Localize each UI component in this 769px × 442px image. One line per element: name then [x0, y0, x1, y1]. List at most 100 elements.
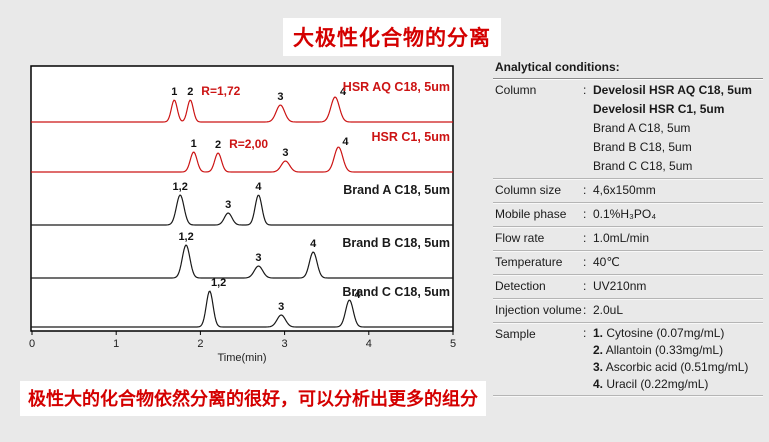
x-tick-label: 4 — [366, 338, 372, 350]
condition-value-line: :40℃ — [583, 253, 763, 272]
peak-label: 1,2 — [178, 231, 193, 243]
condition-value-text: 2.0uL — [593, 303, 624, 317]
sample-text: Ascorbic acid (0.51mg/mL) — [603, 360, 749, 374]
analytical-conditions-panel: Analytical conditions: Column: Develosil … — [493, 58, 763, 396]
condition-values: : UV210nm — [583, 277, 763, 296]
x-tick-label: 1 — [113, 338, 119, 350]
peak-label: 3 — [278, 301, 284, 313]
x-axis-title: Time(min) — [217, 352, 266, 364]
condition-row: Sample :1. Cytosine (0.07mg/mL) 2. Allanto… — [493, 323, 763, 396]
series-name-label: Brand A C18, 5um — [343, 183, 450, 197]
peak-label: 3 — [282, 147, 288, 159]
condition-value-line: :0.1%H₃PO₄ — [583, 205, 763, 224]
condition-value-line: Develosil HSR C1, 5um — [583, 100, 763, 119]
conditions-table: Column: Develosil HSR AQ C18, 5um Develosi… — [493, 79, 763, 396]
condition-value-text: Brand C C18, 5um — [593, 159, 693, 173]
condition-value-line: :1. Cytosine (0.07mg/mL) — [583, 325, 763, 342]
condition-label: Column — [495, 83, 537, 97]
peak-label: 4 — [354, 289, 361, 301]
condition-value-line: 3. Ascorbic acid (0.51mg/mL) — [583, 359, 763, 376]
peak-label: 1 — [191, 138, 197, 150]
condition-value-text: Develosil HSR AQ C18, 5um — [593, 83, 752, 97]
x-tick-label: 5 — [450, 338, 456, 350]
condition-value-text: Brand A C18, 5um — [593, 121, 691, 135]
colon-separator: : — [583, 207, 587, 221]
resolution-label: R=2,00 — [229, 137, 268, 151]
trace-5 — [31, 290, 453, 328]
plot-area — [30, 65, 454, 332]
colon-separator: : — [583, 303, 587, 317]
condition-value-line: : UV210nm — [583, 277, 763, 296]
colon-separator: : — [583, 83, 587, 97]
condition-values: :4,6x150mm — [583, 181, 763, 200]
sample-text: Allantoin (0.33mg/mL) — [603, 343, 724, 357]
series-name-label: HSR C1, 5um — [372, 130, 451, 144]
condition-value-text: 40℃ — [593, 255, 620, 269]
peak-label: 1,2 — [211, 277, 226, 289]
condition-value-text: Brand B C18, 5um — [593, 140, 692, 154]
condition-label: Detection — [495, 279, 546, 293]
condition-value-text: 0.1%H₃PO₄ — [593, 207, 657, 221]
colon-separator: : — [583, 183, 587, 197]
title-banner: 大极性化合物的分离 — [283, 18, 501, 56]
condition-value-line: Brand B C18, 5um — [583, 138, 763, 157]
condition-row: Detection: UV210nm — [493, 275, 763, 299]
peak-label: 3 — [255, 252, 261, 264]
sample-number: 4. — [593, 377, 604, 391]
condition-label: Temperature — [495, 255, 563, 269]
condition-values: :2.0uL — [583, 301, 763, 320]
condition-value-line: :2.0uL — [583, 301, 763, 320]
sample-number: 2. — [593, 343, 604, 357]
footer-banner: 极性大的化合物依然分离的很好，可以分析出更多的组分 — [20, 381, 486, 416]
series-name-label: HSR AQ C18, 5um — [343, 80, 450, 94]
condition-values: :1.0mL/min — [583, 229, 763, 248]
peak-label: 4 — [255, 181, 262, 193]
peak-label: 4 — [342, 136, 349, 148]
peak-label: 2 — [215, 139, 221, 151]
trace-2 — [31, 146, 453, 173]
condition-value-text: Develosil HSR C1, 5um — [593, 102, 725, 116]
peak-label: 3 — [225, 199, 231, 211]
peak-label: 1,2 — [173, 181, 188, 193]
condition-label: Column size — [495, 183, 562, 197]
peak-label: 2 — [187, 86, 193, 98]
condition-row: Temperature:40℃ — [493, 251, 763, 275]
colon-separator: : — [583, 326, 587, 340]
condition-value-text: 4,6x150mm — [593, 183, 656, 197]
resolution-label: R=1,72 — [201, 84, 240, 98]
trace-4 — [31, 244, 453, 279]
sample-text: Uracil (0.22mg/mL) — [603, 377, 709, 391]
condition-label: Sample — [495, 327, 536, 341]
trace-1 — [31, 96, 453, 123]
x-tick-label: 0 — [29, 338, 35, 350]
x-tick-label: 2 — [197, 338, 203, 350]
condition-label: Flow rate — [495, 231, 545, 245]
peak-label: 4 — [340, 86, 347, 98]
condition-value-text: UV210nm — [593, 279, 647, 293]
trace-3 — [31, 194, 453, 226]
series-name-label: Brand B C18, 5um — [342, 236, 450, 250]
condition-value-line: : Develosil HSR AQ C18, 5um — [583, 81, 763, 100]
condition-label: Mobile phase — [495, 207, 567, 221]
condition-values: :0.1%H₃PO₄ — [583, 205, 763, 224]
condition-row: Column size:4,6x150mm — [493, 179, 763, 203]
condition-row: Injection volume:2.0uL — [493, 299, 763, 323]
conditions-heading: Analytical conditions: — [493, 58, 763, 79]
sample-number: 1. — [593, 326, 604, 340]
colon-separator: : — [583, 255, 587, 269]
condition-values: :40℃ — [583, 253, 763, 272]
condition-row: Mobile phase:0.1%H₃PO₄ — [493, 203, 763, 227]
condition-value-line: Brand C C18, 5um — [583, 157, 763, 176]
colon-separator: : — [583, 279, 587, 293]
peak-label: 1 — [171, 86, 177, 98]
series-name-label: Brand C C18, 5um — [342, 285, 450, 299]
condition-value-text: 1.0mL/min — [593, 231, 650, 245]
condition-value-line: :4,6x150mm — [583, 181, 763, 200]
condition-values: : Develosil HSR AQ C18, 5um Develosil HSR … — [583, 81, 763, 176]
condition-row: Flow rate :1.0mL/min — [493, 227, 763, 251]
condition-label: Injection volume — [495, 303, 582, 317]
footer-note: 极性大的化合物依然分离的很好，可以分析出更多的组分 — [28, 389, 478, 409]
peak-label: 4 — [310, 238, 317, 250]
